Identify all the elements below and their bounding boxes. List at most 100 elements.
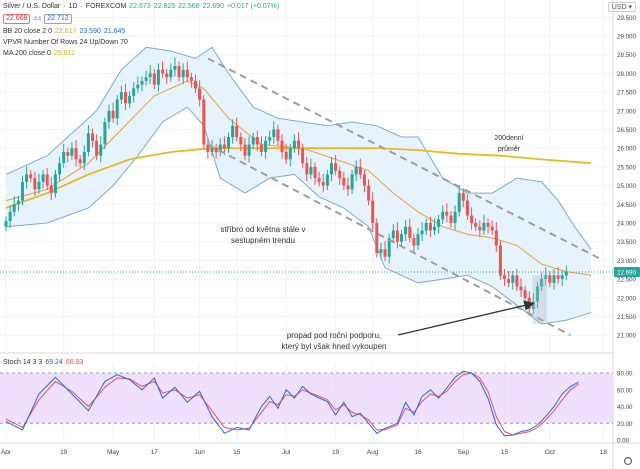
buy-button[interactable]: 22.712 <box>44 14 72 24</box>
candle-body <box>412 238 416 246</box>
legend-interval[interactable]: 1D <box>68 3 78 10</box>
candle-body <box>494 230 498 246</box>
candle-body <box>292 140 296 149</box>
candle-body <box>383 249 387 257</box>
legend-ohlc-o: 22.673 <box>129 3 151 10</box>
candle-body <box>161 69 165 74</box>
candle-body <box>264 140 268 152</box>
candle-body <box>148 73 152 78</box>
candle-body <box>189 77 193 81</box>
candle-body <box>62 152 66 164</box>
price-tick-label: 27.000 <box>617 108 636 115</box>
candle-body <box>358 166 362 175</box>
candle-body <box>338 170 342 179</box>
candle-body <box>70 148 74 156</box>
candle-body <box>297 140 300 149</box>
candle-body <box>309 166 313 175</box>
time-tick-label: 19 <box>60 449 68 456</box>
candle-body <box>91 133 94 141</box>
candle-body <box>346 185 350 190</box>
candle-body <box>404 226 408 235</box>
candle-body <box>334 163 338 171</box>
candle-body <box>408 226 412 238</box>
legend-ma[interactable]: MA 200 close 0 25.611 <box>3 49 75 58</box>
candle-body <box>103 122 107 145</box>
candle-body <box>115 99 119 119</box>
candle-body <box>379 249 383 253</box>
candle-body <box>342 178 346 186</box>
price-tick-label: 23.500 <box>617 239 636 246</box>
candle-body <box>136 84 140 89</box>
time-tick-label: 16 <box>414 449 422 456</box>
candle-body <box>41 174 45 182</box>
bollinger-upper-line <box>5 46 592 250</box>
candle-body <box>25 174 29 182</box>
legend-exchange: FOREXCOM <box>85 3 127 10</box>
time-tick-label: May <box>107 449 120 456</box>
candle-body <box>400 234 403 242</box>
price-tick-label: 29.000 <box>617 34 636 41</box>
legend-vpvr-label: VPVR Number Of Rows 24 Up/Down 70 <box>3 39 128 46</box>
candle-body <box>156 69 160 85</box>
candle-body <box>198 88 202 100</box>
candle-body <box>276 129 280 141</box>
candle-body <box>247 144 251 156</box>
candle-body <box>210 148 214 152</box>
candle-body <box>173 66 177 70</box>
candle-body <box>305 163 309 175</box>
legend-stoch-d: 66.93 <box>65 359 84 366</box>
candle-body <box>140 80 144 85</box>
currency-label: USD <box>611 4 627 11</box>
candle-body <box>152 73 156 85</box>
legend-bb[interactable]: BB 20 close 2 0 22.617 23.590 21.645 <box>3 27 125 36</box>
candle-body <box>371 200 375 223</box>
candle-body <box>445 211 449 216</box>
legend-bb-label: BB 20 close 2 0 <box>3 28 53 35</box>
candle-body <box>441 211 445 220</box>
candle-body <box>86 133 90 152</box>
legend-vpvr[interactable]: VPVR Number Of Rows 24 Up/Down 70 <box>3 38 128 47</box>
price-tick-label: 24.000 <box>617 221 636 228</box>
candle-body <box>231 125 235 137</box>
candle-body <box>45 174 49 186</box>
candle-body <box>8 211 12 222</box>
candle-body <box>255 137 259 145</box>
candle-body <box>313 166 317 179</box>
time-tick-label: Sep <box>458 449 470 456</box>
annotation-text-support-note: propad pod roční podporu, <box>287 331 381 340</box>
candle-body <box>99 144 103 156</box>
time-tick-label: Jun <box>194 449 205 456</box>
candle-body <box>449 215 453 223</box>
candle-body <box>284 152 288 160</box>
candle-body <box>214 148 218 152</box>
legend-symbol[interactable]: Silver / U.S. Dollar <box>3 3 61 10</box>
candle-body <box>107 110 111 122</box>
stoch-tick-label: 0.00 <box>617 438 630 445</box>
trade-row: 22.668 44 22.712 <box>3 14 72 24</box>
candle-body <box>503 275 506 279</box>
trend-channel-lower <box>207 143 571 337</box>
price-tick-label: 28.500 <box>617 52 636 59</box>
stoch-band-fill <box>0 373 613 424</box>
legend-stoch-label: Stoch 14 3 3 <box>3 359 43 366</box>
candle-body <box>66 152 70 156</box>
candle-body <box>288 148 292 160</box>
currency-selector[interactable]: USD ▾ <box>607 2 636 12</box>
price-tick-label: 26.500 <box>617 127 636 134</box>
candle-body <box>325 174 329 186</box>
legend-ohlc-l: 22.568 <box>178 3 200 10</box>
candle-body <box>243 144 247 156</box>
price-tick-label: 22.000 <box>617 295 636 302</box>
settings-gear-icon[interactable] <box>623 456 633 466</box>
candle-body <box>144 77 148 81</box>
legend-ohlc-c: 22.690 <box>202 3 224 10</box>
candle-body <box>194 80 197 89</box>
candle-body <box>375 223 379 253</box>
candle-body <box>470 215 474 223</box>
legend-stoch[interactable]: Stoch 14 3 3 69.24 66.93 <box>3 358 83 367</box>
sell-button[interactable]: 22.668 <box>3 14 31 24</box>
candle-body <box>490 226 494 231</box>
candle-body <box>239 137 243 145</box>
candle-body <box>33 178 37 190</box>
